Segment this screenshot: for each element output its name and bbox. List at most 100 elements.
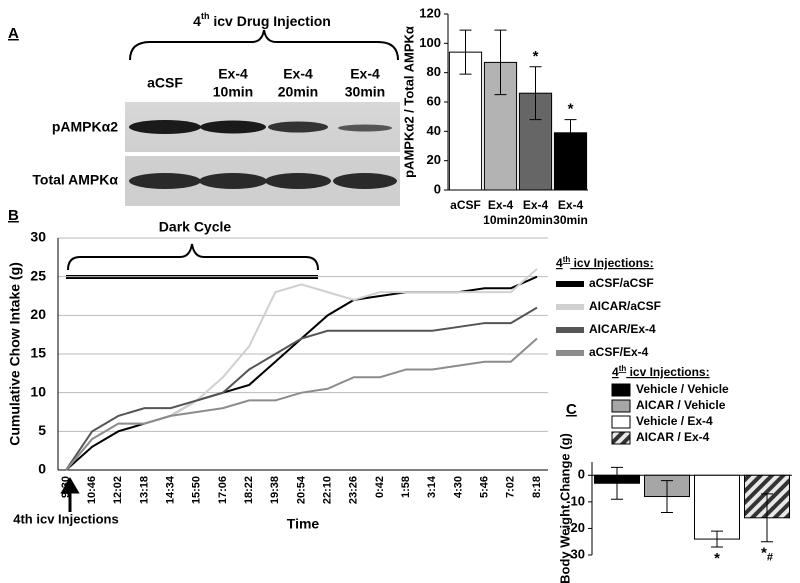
line xyxy=(65,268,538,471)
y-tick-label: 20 xyxy=(427,152,441,167)
x-tick-label: 7:02 xyxy=(505,476,517,498)
y-axis-label: pAMPKα2 / Total AMPKα xyxy=(401,26,416,178)
significance: * xyxy=(714,550,720,567)
text: th xyxy=(619,364,627,373)
y-tick-label: 25 xyxy=(30,267,46,283)
text: * xyxy=(533,48,539,65)
bracket xyxy=(67,243,319,271)
legend-label: AICAR/aCSF xyxy=(589,299,661,313)
error-bar xyxy=(761,493,773,543)
x-tick-label: 23:26 xyxy=(348,476,360,504)
line xyxy=(65,306,538,471)
blot-row-label: Total AMPKα xyxy=(32,172,118,188)
legend-swatch xyxy=(611,399,631,413)
x-tick-label: 19:38 xyxy=(269,476,281,504)
bar xyxy=(694,474,740,540)
y-tick-label: -10 xyxy=(566,493,585,508)
y-tick-label: -20 xyxy=(566,520,585,535)
x-tick-label: 18:22 xyxy=(243,476,255,504)
y-tick-label: 40 xyxy=(427,123,441,138)
line xyxy=(65,275,538,471)
y-axis-label: Body Weight Change (g) xyxy=(557,433,572,583)
text: th xyxy=(563,255,571,264)
y-tick-label: 20 xyxy=(30,306,46,322)
y-tick-label: 5 xyxy=(38,422,46,438)
significance: * xyxy=(568,101,574,118)
text: * xyxy=(761,545,767,562)
legend-label: Vehicle / Ex-4 xyxy=(636,414,713,428)
lane-label: Ex-4 xyxy=(218,66,248,82)
error-bar xyxy=(494,29,507,96)
x-tick-label: Ex-4 xyxy=(523,198,549,212)
legend-swatch xyxy=(611,415,631,429)
x-tick-label: 15:50 xyxy=(191,476,203,504)
lane-label: Ex-4 xyxy=(350,66,380,82)
lane-label: 10min xyxy=(213,84,253,100)
x-tick-label: 4:30 xyxy=(452,476,464,498)
x-tick-label: 20min xyxy=(518,213,553,227)
annotation: 4th icv Injections xyxy=(13,511,118,526)
y-tick-label: 120 xyxy=(419,5,441,20)
error-bar xyxy=(661,480,673,513)
blot-header: 4th icv Drug Injection xyxy=(193,11,331,28)
x-tick-label: 9:30 xyxy=(60,476,72,498)
x-tick-label: 1:58 xyxy=(400,476,412,498)
text: 4 xyxy=(612,365,619,379)
x-tick-label: 22:10 xyxy=(322,476,334,504)
x-tick-label: Ex-4 xyxy=(558,198,584,212)
error-bar xyxy=(529,66,542,121)
legend-swatch xyxy=(611,431,631,445)
blot-row-label: pAMPKα2 xyxy=(52,119,118,135)
x-tick-label: 12:02 xyxy=(112,476,124,504)
x-tick-label: 0:42 xyxy=(374,476,386,498)
y-tick-label: 0 xyxy=(578,467,585,482)
error-bar xyxy=(564,119,577,147)
bracket xyxy=(129,29,399,61)
legend-label: aCSF/aCSF xyxy=(589,276,654,290)
x-tick-label: 14:34 xyxy=(165,475,177,504)
text: * xyxy=(714,550,720,567)
y-tick-label: 80 xyxy=(427,64,441,79)
lane-label: 20min xyxy=(278,84,318,100)
legend-label: AICAR / Ex-4 xyxy=(636,430,710,444)
y-axis-label: Cumulative Chow Intake (g) xyxy=(7,262,23,446)
significance: *# xyxy=(761,545,773,564)
error-bar xyxy=(611,466,623,500)
legend-label: aCSF/Ex-4 xyxy=(589,345,649,359)
panel-label: C xyxy=(566,401,577,418)
x-axis-label: Time xyxy=(287,516,320,532)
text: * xyxy=(568,101,574,118)
lane-label: 30min xyxy=(345,84,385,100)
text: icv Injections: xyxy=(570,256,653,270)
y-tick-label: -30 xyxy=(566,546,585,561)
y-tick-label: 100 xyxy=(419,35,441,50)
lane-label: aCSF xyxy=(147,75,183,91)
line xyxy=(65,337,538,471)
x-tick-label: 10min xyxy=(483,213,518,227)
panel-label: A xyxy=(8,25,19,42)
y-tick-label: 0 xyxy=(434,181,441,196)
y-tick-label: 60 xyxy=(427,93,441,108)
legend-label: Vehicle / Vehicle xyxy=(636,382,729,396)
panel-label: B xyxy=(8,207,19,224)
arrow xyxy=(60,477,80,512)
x-tick-label: aCSF xyxy=(450,198,481,212)
x-tick-label: 17:06 xyxy=(217,476,229,504)
legend-title: 4th icv Injections: xyxy=(556,255,654,270)
text: 4 xyxy=(556,256,563,270)
x-tick-label: Ex-4 xyxy=(488,198,514,212)
x-tick-label: 5:46 xyxy=(479,476,491,498)
x-tick-label: 3:14 xyxy=(426,475,438,498)
y-tick-label: 30 xyxy=(30,229,46,245)
y-tick-label: 10 xyxy=(30,383,46,399)
error-bar xyxy=(459,29,472,75)
y-tick-label: 0 xyxy=(38,461,46,477)
lane-label: Ex-4 xyxy=(283,66,313,82)
error-bar xyxy=(711,530,723,548)
text: # xyxy=(767,552,773,564)
annotation: Dark Cycle xyxy=(159,219,232,235)
y-tick-label: 15 xyxy=(30,345,46,361)
significance: * xyxy=(533,48,539,65)
x-tick-label: 10:46 xyxy=(86,476,98,504)
